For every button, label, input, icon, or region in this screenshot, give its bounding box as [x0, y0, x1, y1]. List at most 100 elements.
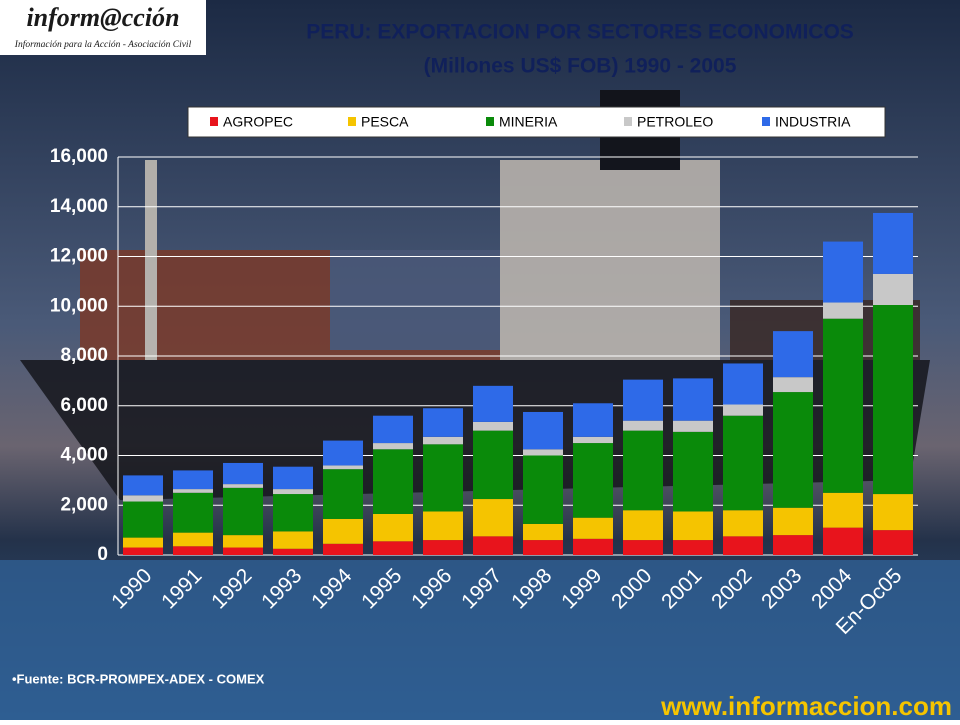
bar-segment	[673, 431, 713, 512]
bar-segment	[373, 541, 413, 555]
y-tick-label: 8,000	[60, 345, 108, 366]
bar-segment	[123, 495, 163, 502]
y-tick-label: 10,000	[50, 295, 108, 316]
bar-segment	[223, 484, 263, 488]
bar-segment	[823, 302, 863, 319]
bar-segment	[423, 540, 463, 555]
bar-segment	[123, 501, 163, 538]
bar-segment	[573, 403, 613, 437]
bar-segment	[373, 415, 413, 444]
bar-segment	[373, 513, 413, 542]
bar-segment	[773, 507, 813, 536]
y-tick-label: 6,000	[60, 395, 108, 416]
bar-segment	[173, 532, 213, 547]
bar-segment	[773, 331, 813, 378]
bar-segment	[623, 430, 663, 511]
bar-segment	[123, 547, 163, 555]
bar-segment	[423, 408, 463, 437]
bar-segment	[223, 487, 263, 536]
bar-segment	[423, 444, 463, 512]
bar-segment	[273, 489, 313, 495]
bar-segment	[123, 475, 163, 496]
bar-segment	[573, 538, 613, 555]
legend-swatch	[486, 117, 494, 126]
chart-subtitle: (Millones US$ FOB) 1990 - 2005	[424, 55, 737, 78]
bar-segment	[273, 548, 313, 555]
bar-segment	[673, 420, 713, 432]
y-tick-label: 16,000	[50, 146, 108, 167]
bar-segment	[273, 466, 313, 490]
bar-segment	[523, 411, 563, 450]
bar-segment	[473, 499, 513, 537]
logo-tagline: Información para la Acción - Asociación …	[14, 39, 192, 50]
bar-segment	[623, 510, 663, 541]
legend-label: PETROLEO	[637, 114, 713, 130]
bar-segment	[573, 443, 613, 518]
bar-segment	[873, 273, 913, 306]
legend-label: PESCA	[361, 114, 409, 130]
legend-swatch	[762, 117, 770, 126]
bar-segment	[873, 494, 913, 531]
bar-segment	[623, 379, 663, 421]
bar-segment	[173, 546, 213, 555]
bar-segment	[723, 415, 763, 511]
bar-segment	[823, 241, 863, 303]
bar-segment	[523, 540, 563, 555]
y-tick-label: 12,000	[50, 246, 108, 267]
legend-label: MINERIA	[499, 114, 558, 130]
bar-segment	[623, 420, 663, 431]
bar-segment	[473, 421, 513, 431]
bar-segment	[673, 511, 713, 541]
bar-segment	[323, 440, 363, 466]
bar-segment	[623, 540, 663, 555]
bar-segment	[723, 536, 763, 555]
logo-box	[0, 0, 206, 55]
y-tick-label: 4,000	[60, 445, 108, 466]
bar-segment	[773, 377, 813, 393]
legend-swatch	[210, 117, 218, 126]
bar-segment	[873, 305, 913, 495]
legend-swatch	[348, 117, 356, 126]
bar-segment	[723, 363, 763, 405]
bar-segment	[423, 511, 463, 541]
bar-segment	[773, 392, 813, 508]
bar-segment	[723, 404, 763, 416]
bar-segment	[473, 430, 513, 500]
bar-segment	[523, 449, 563, 456]
chart-title: PERU: EXPORTACION POR SECTORES ECONOMICO…	[306, 21, 854, 44]
sea	[0, 560, 960, 720]
y-tick-label: 14,000	[50, 196, 108, 217]
bar-segment	[723, 510, 763, 537]
bar-segment	[323, 465, 363, 470]
legend-label: INDUSTRIA	[775, 114, 851, 130]
bar-segment	[173, 470, 213, 490]
legend-swatch	[624, 117, 632, 126]
bar-segment	[573, 517, 613, 539]
bar-segment	[673, 540, 713, 555]
bar-segment	[523, 455, 563, 524]
bar-segment	[123, 537, 163, 548]
bar-segment	[323, 518, 363, 544]
bar-segment	[823, 527, 863, 555]
bar-segment	[473, 536, 513, 555]
bar-segment	[223, 535, 263, 548]
website: www.informaccion.com	[660, 691, 952, 720]
bar-segment	[573, 436, 613, 444]
source: •Fuente: BCR-PROMPEX-ADEX - COMEX	[12, 671, 265, 686]
bar-segment	[873, 212, 913, 274]
bar-segment	[473, 385, 513, 422]
bar-segment	[373, 443, 413, 450]
bar-segment	[823, 492, 863, 528]
bar-segment	[773, 535, 813, 555]
bar-segment	[873, 530, 913, 555]
bar-segment	[673, 378, 713, 421]
bar-segment	[823, 318, 863, 493]
bar-segment	[173, 492, 213, 533]
bar-segment	[523, 523, 563, 541]
bar-segment	[423, 436, 463, 445]
bar-segment	[323, 543, 363, 555]
legend-label: AGROPEC	[223, 114, 293, 130]
y-tick-label: 0	[97, 544, 108, 565]
bar-segment	[273, 494, 313, 532]
